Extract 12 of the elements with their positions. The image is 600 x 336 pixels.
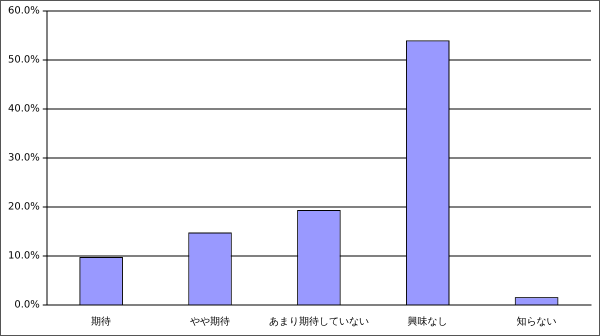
y-tick-label: 10.0% (8, 250, 40, 262)
x-tick-label: 知らない (516, 316, 557, 328)
x-tick-label: 興味なし (408, 316, 448, 328)
y-tick-label: 20.0% (8, 202, 40, 213)
y-tick-label: 30.0% (8, 152, 40, 164)
y-tick-label: 0.0% (14, 300, 40, 311)
x-tick-label: 期待 (91, 316, 112, 328)
y-tick-label: 50.0% (8, 54, 40, 66)
y-tick-label: 60.0% (8, 6, 40, 17)
x-tick-label: あまり期待していない (268, 316, 369, 328)
x-tick-label: やや期待 (190, 316, 230, 328)
y-tick-label: 40.0% (8, 104, 40, 115)
